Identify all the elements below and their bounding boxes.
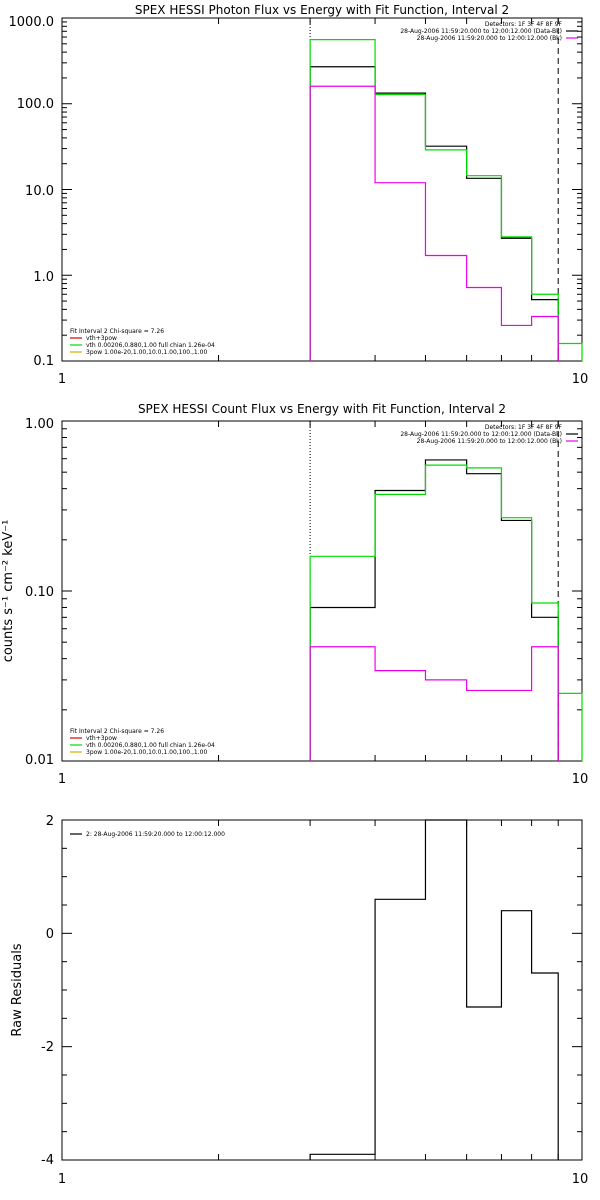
count-flux-data-black-series xyxy=(309,459,559,761)
residuals-panel: Raw Residuals 2 0 -2 -4 1 10 2: 28-Aug-2… xyxy=(10,814,588,1187)
count-flux-header-line: 28-Aug-2006 11:59:20.000 to 12:00:12.000… xyxy=(417,438,562,445)
residuals-legend-line: 2: 28-Aug-2006 11:59:20.000 to 12:00:12.… xyxy=(86,831,225,838)
photon-flux-model-green-series xyxy=(309,38,583,361)
count-flux-header-line: 28-Aug-2006 11:59:20.000 to 12:00:12.000… xyxy=(400,431,562,438)
count-flux-legend-line: Fit Interval 2 Chi-square = 7.26 xyxy=(70,728,164,735)
count-flux-legend-line: vth+3pow xyxy=(86,735,117,742)
residuals-data-black-series xyxy=(309,819,559,1160)
photon-flux-header-line: Detectors: 1F 3F 4F 8F 9F xyxy=(485,21,563,28)
photon-flux-ytick-label: 100.0 xyxy=(17,97,54,112)
photon-flux-xtick-label: 1 xyxy=(58,372,66,387)
photon-flux-header-line: 28-Aug-2006 11:59:20.000 to 12:00:12.000… xyxy=(400,28,562,35)
residuals-xtick-label: 10 xyxy=(572,1172,589,1187)
residuals-ytick-label: 0 xyxy=(46,927,54,942)
photon-flux-legend-line: vth+3pow xyxy=(86,335,117,342)
photon-flux-panel: SPEX HESSI Photon Flux vs Energy with Fi… xyxy=(9,3,589,387)
residuals-ytick-label: -4 xyxy=(41,1153,54,1168)
count-flux-ylabel: counts s⁻¹ cm⁻² keV⁻¹ xyxy=(1,520,16,663)
count-flux-model-green-series xyxy=(309,464,583,761)
residuals-ytick-label: -2 xyxy=(41,1040,54,1055)
photon-flux-ytick-label: 1000.0 xyxy=(9,15,55,30)
count-flux-header-line: Detectors: 1F 3F 4F 8F 9F xyxy=(485,424,563,431)
photon-flux-xtick-label: 10 xyxy=(572,372,589,387)
count-flux-title: SPEX HESSI Count Flux vs Energy with Fit… xyxy=(138,402,506,416)
residuals-ytick-label: 2 xyxy=(46,814,54,829)
residuals-plot-frame xyxy=(61,819,583,1161)
residuals-ylabel: Raw Residuals xyxy=(10,943,25,1036)
photon-flux-header-line: 28-Aug-2006 11:59:20.000 to 12:00:12.000… xyxy=(417,35,562,42)
count-flux-legend-line: 3pow 1.00e-20,1.00,10.0,1.00,100.,1.00 xyxy=(86,749,207,756)
count-flux-legend-line: vth 0.00206,0.880,1.00 full chian 1.26e-… xyxy=(86,742,215,749)
photon-flux-data-black-series xyxy=(309,66,559,361)
count-flux-ytick-label: 0.10 xyxy=(25,585,54,600)
count-flux-xtick-label: 10 xyxy=(572,772,589,787)
count-flux-panel: SPEX HESSI Count Flux vs Energy with Fit… xyxy=(1,402,588,787)
count-flux-ytick-label: 1.00 xyxy=(25,417,54,432)
count-flux-background-magenta-series xyxy=(309,646,559,761)
count-flux-ytick-label: 0.01 xyxy=(25,753,54,768)
count-flux-plot-frame xyxy=(61,420,583,762)
photon-flux-ytick-label: 1.0 xyxy=(33,270,54,285)
photon-flux-background-magenta-series xyxy=(309,85,559,361)
photon-flux-legend-line: Fit Interval 2 Chi-square = 7.26 xyxy=(70,328,164,335)
photon-flux-legend-line: vth 0.00206,0.880,1.00 full chian 1.26e-… xyxy=(86,342,215,349)
photon-flux-ytick-label: 10.0 xyxy=(25,184,54,199)
count-flux-xtick-label: 1 xyxy=(58,772,66,787)
photon-flux-plot-frame xyxy=(61,17,583,362)
photon-flux-ytick-label: 0.1 xyxy=(33,354,54,369)
photon-flux-title: SPEX HESSI Photon Flux vs Energy with Fi… xyxy=(135,3,509,17)
residuals-xtick-label: 1 xyxy=(58,1172,66,1187)
photon-flux-legend-line: 3pow 1.00e-20,1.00,10.0,1.00,100.,1.00 xyxy=(86,349,207,356)
